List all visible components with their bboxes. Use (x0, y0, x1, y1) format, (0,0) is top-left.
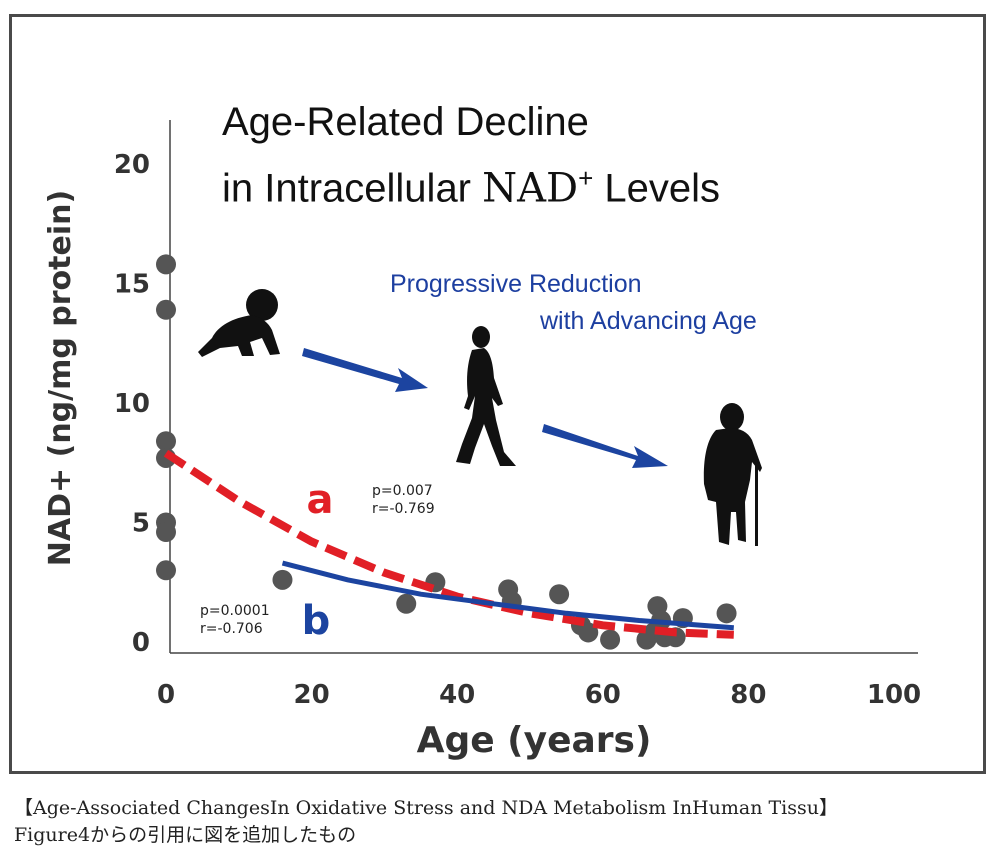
series-a-p: p=0.007 (372, 483, 433, 499)
series-b-r: r=-0.706 (200, 621, 263, 637)
data-point (156, 431, 176, 452)
title-superscript: + (578, 163, 594, 193)
walking-person-icon (456, 326, 516, 466)
data-point (156, 560, 176, 581)
trend-line-b (281, 560, 734, 631)
data-point (156, 299, 176, 320)
y-tick-label: 5 (132, 509, 150, 539)
data-point (396, 593, 417, 614)
elderly-person-icon (703, 403, 762, 546)
series-b-label: b (302, 598, 331, 644)
series-b-stats: p=0.0001 r=-0.706 (200, 602, 270, 638)
y-tick-label: 10 (114, 389, 150, 419)
arrow-1 (302, 348, 428, 392)
data-point (549, 584, 570, 605)
data-point (600, 629, 621, 650)
title-nad: NAD (482, 165, 579, 212)
data-point (156, 522, 176, 543)
data-point (156, 254, 176, 275)
title-suffix: Levels (593, 166, 721, 211)
x-tick-label: 0 (157, 680, 175, 710)
annotation-line2: with Advancing Age (540, 307, 757, 335)
chart-title-line2: in Intracellular NAD+ Levels (222, 155, 720, 211)
x-tick-label: 20 (294, 680, 330, 710)
baby-icon (198, 289, 280, 357)
x-tick-label: 80 (730, 680, 766, 710)
x-tick-label: 40 (439, 680, 475, 710)
x-tick-label: 100 (867, 680, 921, 710)
y-axis-label: NAD+ (ng/mg protein) (43, 190, 78, 566)
y-tick-label: 20 (114, 150, 150, 180)
tick-labels: 0 20 40 60 80 100 0 5 10 15 20 (114, 150, 921, 710)
annotation-line1: Progressive Reduction (390, 270, 642, 298)
trend-lines (163, 449, 734, 639)
data-point (716, 603, 737, 624)
caption-line2: Figure4からの引用に図を追加したもの (14, 824, 357, 846)
series-a-stats: p=0.007 r=-0.769 (372, 482, 435, 518)
series-a-r: r=-0.769 (372, 501, 435, 517)
y-tick-label: 0 (132, 628, 150, 658)
data-point (272, 569, 293, 590)
series-a-label: a (307, 477, 334, 523)
chart-title-line1: Age-Related Decline (222, 100, 589, 144)
title-prefix: in Intracellular (222, 166, 483, 211)
x-axis-label: Age (years) (417, 720, 652, 761)
arrow-2 (542, 424, 668, 468)
y-tick-label: 15 (114, 270, 150, 300)
x-tick-label: 60 (585, 680, 621, 710)
progression-arrows (302, 348, 668, 468)
caption-line1: 【Age-Associated ChangesIn Oxidative Stre… (14, 797, 838, 819)
series-b-p: p=0.0001 (200, 603, 270, 619)
